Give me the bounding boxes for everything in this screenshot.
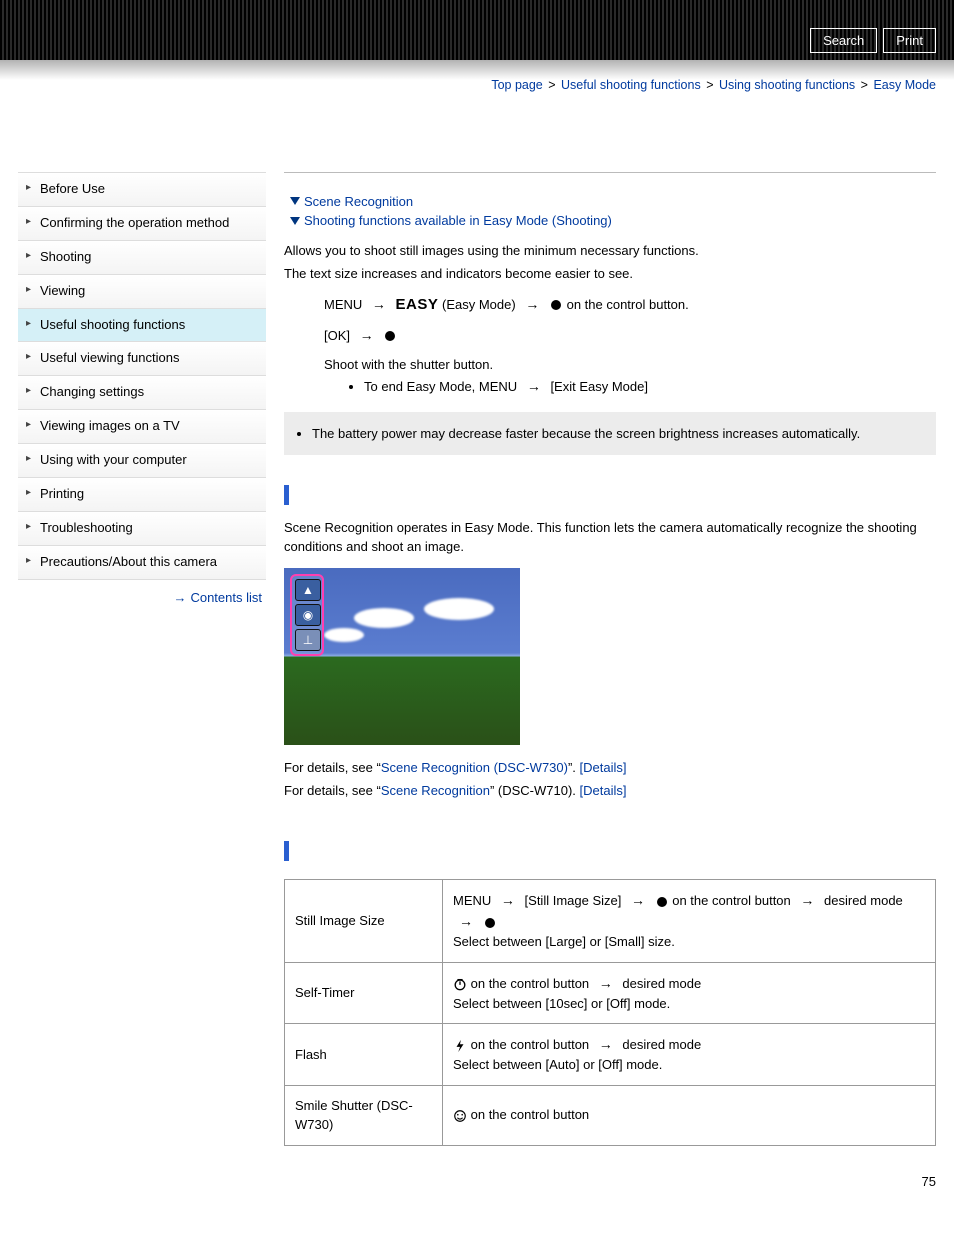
crumb-sep: > bbox=[706, 78, 713, 92]
tripod-icon: ⊥ bbox=[295, 629, 321, 651]
smile-icon bbox=[453, 1109, 467, 1123]
crumb-useful-shooting[interactable]: Useful shooting functions bbox=[561, 78, 701, 92]
landscape-icon: ▲ bbox=[295, 579, 321, 601]
arrow-right-icon: → bbox=[360, 327, 374, 343]
sidebar-item-changing-settings[interactable]: Changing settings bbox=[18, 376, 266, 410]
main-content: Scene Recognition Shooting functions ava… bbox=[284, 172, 936, 1146]
sidebar-item-using-with-your-computer[interactable]: Using with your computer bbox=[18, 444, 266, 478]
contents-list-link[interactable]: Contents list bbox=[190, 590, 262, 605]
link-details-2[interactable]: [Details] bbox=[580, 783, 627, 798]
details-line-1: For details, see “Scene Recognition (DSC… bbox=[284, 759, 936, 778]
center-button-icon bbox=[385, 331, 395, 341]
link-scene-w710[interactable]: Scene Recognition bbox=[381, 783, 490, 798]
arrow-right-icon: → bbox=[599, 1034, 613, 1055]
table-row: Still Image Size MENU → [Still Image Siz… bbox=[285, 880, 936, 963]
details-line-2: For details, see “Scene Recognition” (DS… bbox=[284, 782, 936, 801]
flash-icon bbox=[453, 1039, 467, 1053]
arrow-icon: → bbox=[173, 590, 186, 605]
print-button[interactable]: Print bbox=[883, 28, 936, 53]
timer-icon bbox=[453, 977, 467, 991]
intro-p1: Allows you to shoot still images using t… bbox=[284, 242, 936, 261]
sidebar-item-printing[interactable]: Printing bbox=[18, 478, 266, 512]
cell-smile-shutter: Smile Shutter (DSC-W730) bbox=[285, 1085, 443, 1145]
anchor-shooting-functions[interactable]: Shooting functions available in Easy Mod… bbox=[290, 213, 612, 228]
section-head-functions bbox=[284, 841, 936, 861]
intro-p2: The text size increases and indicators b… bbox=[284, 265, 936, 284]
header-bar: Search Print bbox=[0, 0, 954, 60]
note-text: The battery power may decrease faster be… bbox=[312, 426, 922, 441]
sidebar-item-troubleshooting[interactable]: Troubleshooting bbox=[18, 512, 266, 546]
cell-smile-desc: on the control button bbox=[443, 1085, 936, 1145]
crumb-sep: > bbox=[861, 78, 868, 92]
sidebar-item-before-use[interactable]: Before Use bbox=[18, 173, 266, 207]
center-button-icon bbox=[485, 918, 495, 928]
arrow-right-icon: → bbox=[800, 890, 814, 911]
center-button-icon bbox=[551, 300, 561, 310]
table-row: Smile Shutter (DSC-W730) on the control … bbox=[285, 1085, 936, 1145]
search-button[interactable]: Search bbox=[810, 28, 877, 53]
sidebar: Before UseConfirming the operation metho… bbox=[18, 172, 266, 1146]
step-3: Shoot with the shutter button. bbox=[324, 357, 936, 372]
cell-self-timer: Self-Timer bbox=[285, 962, 443, 1024]
sidebar-item-useful-shooting-functions[interactable]: Useful shooting functions bbox=[18, 309, 266, 343]
arrow-right-icon: → bbox=[501, 890, 515, 911]
step-2: [OK] → bbox=[324, 327, 936, 343]
cell-still-image-size: Still Image Size bbox=[285, 880, 443, 963]
sidebar-item-useful-viewing-functions[interactable]: Useful viewing functions bbox=[18, 342, 266, 376]
crumb-sep: > bbox=[548, 78, 555, 92]
scene-recognition-image: ▲ ◉ ⊥ bbox=[284, 568, 520, 745]
arrow-right-icon: → bbox=[459, 911, 473, 932]
crumb-easy-mode[interactable]: Easy Mode bbox=[873, 78, 936, 92]
anchor-label: Scene Recognition bbox=[304, 194, 413, 209]
crumb-top[interactable]: Top page bbox=[491, 78, 542, 92]
sidebar-item-viewing-images-on-a-tv[interactable]: Viewing images on a TV bbox=[18, 410, 266, 444]
sidebar-item-confirming-the-operation-method[interactable]: Confirming the operation method bbox=[18, 207, 266, 241]
scene-p1: Scene Recognition operates in Easy Mode.… bbox=[284, 519, 936, 557]
cell-flash: Flash bbox=[285, 1024, 443, 1086]
anchor-scene-recognition[interactable]: Scene Recognition bbox=[290, 194, 413, 209]
arrow-right-icon: → bbox=[372, 296, 386, 312]
table-row: Self-Timer on the control button → desir… bbox=[285, 962, 936, 1024]
step-end: To end Easy Mode, MENU → [Exit Easy Mode… bbox=[364, 378, 936, 394]
step-1: MENU → EASY (Easy Mode) → on the control… bbox=[324, 296, 936, 313]
arrow-right-icon: → bbox=[525, 296, 539, 312]
section-head-scene bbox=[284, 485, 936, 505]
down-triangle-icon bbox=[290, 197, 300, 205]
crumb-using-shooting[interactable]: Using shooting functions bbox=[719, 78, 855, 92]
note-box: The battery power may decrease faster be… bbox=[284, 412, 936, 455]
camera-icon: ◉ bbox=[295, 604, 321, 626]
scene-icon-stack: ▲ ◉ ⊥ bbox=[290, 574, 324, 656]
anchor-label: Shooting functions available in Easy Mod… bbox=[304, 213, 612, 228]
sidebar-item-precautions-about-this-camera[interactable]: Precautions/About this camera bbox=[18, 546, 266, 580]
arrow-right-icon: → bbox=[631, 890, 645, 911]
sidebar-item-shooting[interactable]: Shooting bbox=[18, 241, 266, 275]
easy-icon: EASY bbox=[396, 296, 439, 313]
divider bbox=[284, 172, 936, 173]
functions-table: Still Image Size MENU → [Still Image Siz… bbox=[284, 879, 936, 1146]
arrow-right-icon: → bbox=[599, 973, 613, 994]
cell-still-image-desc: MENU → [Still Image Size] → on the contr… bbox=[443, 880, 936, 963]
down-triangle-icon bbox=[290, 217, 300, 225]
cell-self-timer-desc: on the control button → desired mode Sel… bbox=[443, 962, 936, 1024]
cell-flash-desc: on the control button → desired mode Sel… bbox=[443, 1024, 936, 1086]
page-number: 75 bbox=[0, 1166, 954, 1197]
link-scene-w730[interactable]: Scene Recognition (DSC-W730) bbox=[381, 760, 568, 775]
link-details-1[interactable]: [Details] bbox=[580, 760, 627, 775]
arrow-right-icon: → bbox=[527, 378, 541, 394]
sidebar-item-viewing[interactable]: Viewing bbox=[18, 275, 266, 309]
table-row: Flash on the control button → desired mo… bbox=[285, 1024, 936, 1086]
center-button-icon bbox=[657, 897, 667, 907]
